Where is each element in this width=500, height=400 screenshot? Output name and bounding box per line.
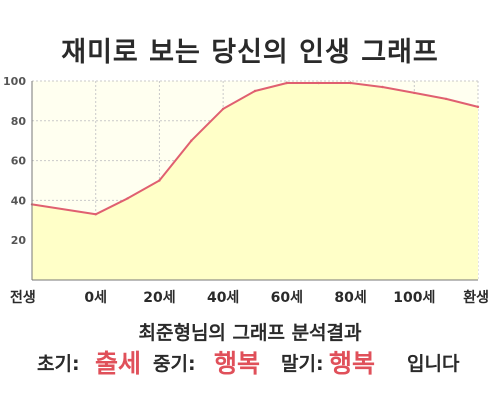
early-value: 출세	[95, 349, 142, 378]
data-point	[253, 89, 257, 93]
data-point	[94, 213, 97, 216]
x-tick-label: 0세	[84, 290, 107, 306]
y-tick-labels: 20 40 60 80 100	[3, 75, 26, 247]
data-point	[317, 81, 320, 85]
data-point	[221, 107, 225, 111]
life-series-line	[31, 82, 479, 216]
data-point	[444, 97, 448, 101]
data-point	[285, 81, 289, 85]
y-tick-label: 60	[11, 155, 27, 168]
data-point	[190, 139, 193, 142]
x-tick-label: 40세	[207, 290, 239, 306]
y-tick-label: 80	[11, 115, 27, 128]
data-point	[381, 85, 384, 89]
x-tick-label: 20세	[143, 290, 175, 306]
data-point	[413, 91, 416, 95]
late-label: 말기:	[281, 353, 324, 375]
x-tick-label: 전생	[10, 289, 36, 306]
x-tick-labels: 전생 0세 20세 40세 60세 80세 100세 환생	[10, 289, 489, 306]
x-tick-label: 100세	[393, 290, 435, 306]
result-ending: 입니다	[407, 353, 460, 375]
life-graph-chart: 20 40 60 80 100 전생 0세 20세 40세 60세 80세 100세 환생	[3, 75, 489, 306]
data-point	[158, 179, 161, 182]
middle-value: 행복	[214, 349, 261, 378]
life-area-fill	[32, 83, 478, 280]
early-label: 초기:	[37, 353, 80, 375]
data-point	[126, 197, 129, 200]
late-value: 행복	[329, 349, 376, 378]
data-point	[349, 81, 352, 85]
x-tick-label: 환생	[463, 289, 489, 306]
middle-label: 중기:	[153, 353, 196, 375]
page-title: 재미로 보는 당신의 인생 그래프	[61, 37, 439, 68]
analysis-subtitle: 최준형님의 그래프 분석결과	[138, 322, 362, 344]
y-tick-label: 40	[11, 194, 27, 207]
data-point	[476, 105, 480, 109]
analysis-result: 초기: 출세 중기: 행복 말기: 행복 입니다	[0, 346, 500, 382]
y-tick-label: 20	[11, 234, 27, 247]
y-tick-label: 100	[3, 75, 26, 88]
x-tick-label: 60세	[271, 290, 303, 306]
x-tick-label: 80세	[334, 290, 366, 306]
